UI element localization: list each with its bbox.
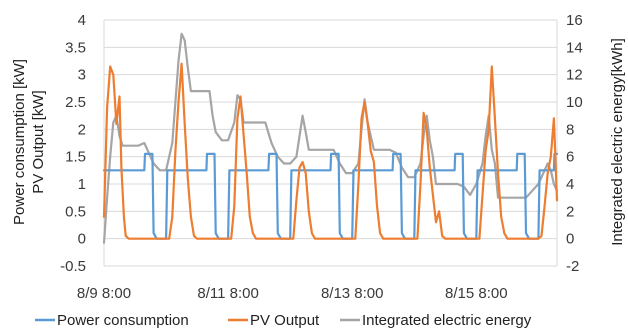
- legend-label-pv-output: PV Output: [250, 312, 320, 329]
- x-tick-label: 8/11 8:00: [197, 285, 258, 302]
- y-right-tick-label: 2: [566, 203, 574, 220]
- y-left-tick-labels: -0.5 0 0.5 1 1.5 2 2.5 3 3.5 4: [60, 12, 86, 275]
- y-right-tick-label: 12: [566, 67, 583, 84]
- legend-label-integrated-energy: Integrated electric energy: [362, 312, 532, 329]
- y-left-axis-title-line1: Power consumption [kW]: [11, 59, 28, 225]
- y-left-tick-label: 4: [78, 12, 86, 29]
- y-right-tick-label: 10: [566, 94, 583, 111]
- x-tick-label: 8/13 8:00: [321, 285, 384, 302]
- y-right-tick-labels: -2 0 2 4 6 8 10 12 14 16: [566, 12, 583, 275]
- y-right-axis-title: Integrated electric energy[kWh]: [609, 38, 626, 246]
- y-right-tick-label: 6: [566, 149, 574, 166]
- y-left-tick-label: 0.5: [65, 203, 86, 220]
- y-left-tick-label: 0: [78, 231, 86, 248]
- y-left-tick-label: 2: [78, 121, 86, 138]
- y-left-tick-label: 1.5: [65, 149, 86, 166]
- y-right-tick-label: 8: [566, 121, 574, 138]
- y-right-tick-label: 0: [566, 231, 574, 248]
- legend: Power consumption PV Output Integrated e…: [35, 312, 532, 329]
- y-left-tick-label: 2.5: [65, 94, 86, 111]
- y-right-tick-label: 14: [566, 39, 583, 56]
- series-line-pv-output: [102, 62, 559, 240]
- x-tick-labels: 8/9 8:00 8/11 8:00 8/13 8:00 8/15 8:00: [77, 285, 508, 302]
- series-line-integrated-electric-energy: [102, 32, 559, 244]
- x-tick-label: 8/15 8:00: [445, 285, 508, 302]
- y-left-tick-label: 3: [78, 67, 86, 84]
- y-left-tick-label: 3.5: [65, 39, 86, 56]
- x-tick-label: 8/9 8:00: [77, 285, 131, 302]
- y-left-axis-title-line2: PV Output [kW]: [30, 90, 47, 193]
- legend-label-power-consumption: Power consumption: [57, 312, 189, 329]
- y-left-tick-label: -0.5: [60, 258, 86, 275]
- y-right-tick-label: 4: [566, 176, 574, 193]
- y-right-tick-label: 16: [566, 12, 583, 29]
- series-lines: [102, 32, 559, 244]
- y-left-tick-label: 1: [78, 176, 86, 193]
- y-right-tick-label: -2: [566, 258, 579, 275]
- series-line-power-consumption: [102, 152, 559, 240]
